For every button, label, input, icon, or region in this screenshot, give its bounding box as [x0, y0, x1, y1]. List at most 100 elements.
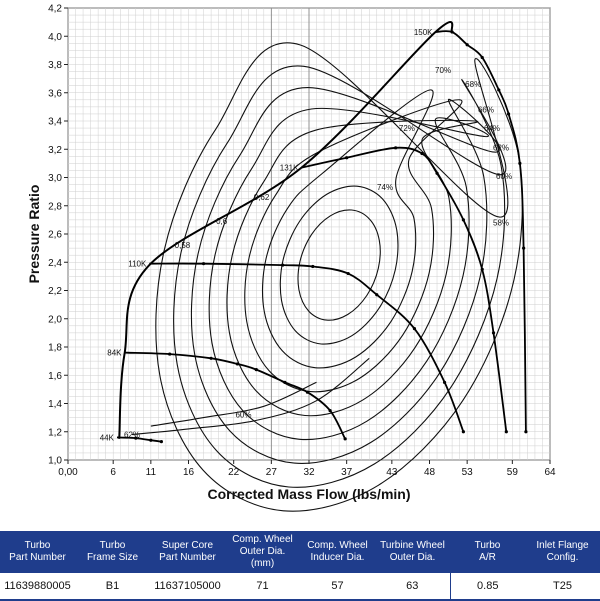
spec-header-line: Turbo [24, 540, 51, 551]
spec-header-cell: Super Core Part Number [150, 531, 225, 573]
y-tick-label: 3,8 [48, 60, 62, 71]
spec-value-cell: 71 [225, 573, 300, 601]
efficiency-contour [131, 357, 370, 436]
speed-line-point [506, 112, 511, 116]
speed-line-150K [435, 30, 527, 432]
y-tick-label: 2,8 [48, 201, 62, 212]
speed-line-label: 131K [280, 164, 299, 173]
speed-line-markers [134, 30, 528, 444]
efficiency-label: 0,62 [254, 193, 270, 202]
efficiency-contours [131, 42, 523, 512]
y-tick-label: 2,6 [48, 230, 62, 241]
spec-header-line: Turbo [99, 540, 126, 551]
x-tick-label: 37 [341, 467, 353, 478]
efficiency-contour [226, 119, 479, 417]
spec-header-cell: Turbine Wheel Outer Dia. [375, 531, 450, 573]
speed-line-point [149, 438, 153, 442]
speed-line-point [518, 161, 522, 165]
x-tick-label: 0,00 [58, 467, 78, 478]
speed-line-point [254, 368, 258, 372]
speed-line-point [461, 218, 465, 222]
efficiency-contour [279, 185, 399, 345]
spec-header-cell: Turbo A/R [450, 531, 525, 573]
speed-line-point [412, 327, 417, 331]
efficiency-contour [150, 381, 317, 427]
spec-header-line: Turbo [474, 540, 501, 551]
efficiency-contour [244, 99, 463, 393]
speed-line-point [524, 430, 528, 434]
speed-line-point [461, 430, 465, 434]
spec-header-line: Inlet Flange [536, 540, 589, 551]
speed-line-point [281, 263, 285, 267]
efficiency-label: 62% [124, 430, 140, 439]
efficiency-contour [208, 107, 489, 441]
spec-value-cell: 57 [300, 573, 375, 601]
spec-table-row: 11639880005 B1 11637105000 71 57 63 0.85 T25 [0, 573, 600, 601]
spec-header-line: Outer Dia. (mm) [239, 546, 286, 569]
efficiency-label: 72% [399, 124, 415, 133]
speed-line-point [343, 437, 347, 441]
efficiency-contour [155, 42, 523, 512]
speed-line-point [420, 151, 424, 156]
speed-line-point [480, 55, 484, 60]
y-tick-label: 1,8 [48, 343, 62, 354]
speed-line-point [134, 436, 138, 440]
y-tick-label: 2,4 [48, 258, 62, 269]
speed-line-point [465, 43, 469, 47]
chart-labels: 44K 84K 110K 131K 150K 62% 60% 0,58 0,6 0,62 74% 72… [100, 28, 512, 442]
spec-value-cell: 0.85 [449, 573, 525, 601]
efficiency-label: 0,58 [175, 241, 191, 250]
x-tick-label: 22 [228, 467, 240, 478]
spec-header-line: Part Number [9, 552, 66, 563]
x-tick-label: 27 [266, 467, 278, 478]
spec-header-line: Comp. Wheel [232, 534, 293, 545]
speed-line-point [442, 380, 447, 384]
spec-value-cell: 63 [375, 573, 450, 601]
spec-header-cell: Turbo Frame Size [75, 531, 150, 573]
speed-line-point [491, 331, 496, 335]
spec-header-cell: Comp. Wheel Outer Dia. (mm) [225, 531, 300, 573]
efficiency-label: 64% [484, 124, 500, 133]
x-tick-label: 32 [303, 467, 315, 478]
speed-line-point [159, 440, 163, 444]
spec-value-cell: 11639880005 [0, 573, 75, 601]
spec-table-header: Turbo Part Number Turbo Frame Size Super Cor… [0, 531, 600, 573]
spec-header-cell: Inlet Flange Config. [525, 531, 600, 573]
spec-header-cell: Turbo Part Number [0, 531, 75, 573]
efficiency-label: 68% [465, 80, 481, 89]
spec-header-line: Comp. Wheel [307, 540, 368, 551]
y-tick-label: 3,6 [48, 88, 62, 99]
speed-line-label: 84K [107, 349, 122, 358]
speed-line-point [522, 246, 526, 250]
spec-value-cell: B1 [75, 573, 150, 601]
speed-line-point [450, 30, 454, 34]
spec-header-line: Config. [546, 552, 579, 563]
speed-line-point [346, 271, 350, 276]
spec-value-cell: T25 [525, 573, 600, 601]
axis-ticks: 0,00 6 11 16 22 27 32 37 43 48 53 59 64 1,0 1,2 1,4 1,6 1… [48, 4, 556, 479]
y-tick-label: 2,0 [48, 314, 62, 325]
spec-header-line: Turbine Wheel [380, 540, 445, 551]
speed-line-point [209, 356, 213, 360]
y-tick-label: 3,4 [48, 117, 62, 128]
spec-header-line: Super Core [161, 540, 214, 551]
efficiency-label: 74% [377, 183, 393, 192]
y-tick-label: 1,2 [48, 427, 62, 438]
efficiency-label: 62% [493, 144, 509, 153]
speed-line-131K [301, 146, 508, 432]
x-tick-label: 64 [544, 467, 556, 478]
speed-line-point [345, 156, 349, 160]
turbo-spec-table: Turbo Part Number Turbo Frame Size Super Cor… [0, 531, 600, 601]
spec-header-cell: Comp. Wheel Inducer Dia. [300, 531, 375, 573]
spec-header-line: Part Number [159, 552, 216, 563]
speed-line-label: 150K [414, 28, 433, 37]
speed-line-label: 44K [100, 433, 115, 442]
y-tick-label: 1,0 [48, 456, 62, 467]
speed-line-point [201, 262, 206, 266]
speed-line-point [375, 293, 379, 297]
x-tick-label: 53 [462, 467, 474, 478]
efficiency-contour [173, 65, 507, 488]
x-tick-label: 43 [386, 467, 398, 478]
y-tick-label: 4,2 [48, 4, 62, 15]
x-axis-title: Corrected Mass Flow (lbs/min) [207, 486, 410, 502]
